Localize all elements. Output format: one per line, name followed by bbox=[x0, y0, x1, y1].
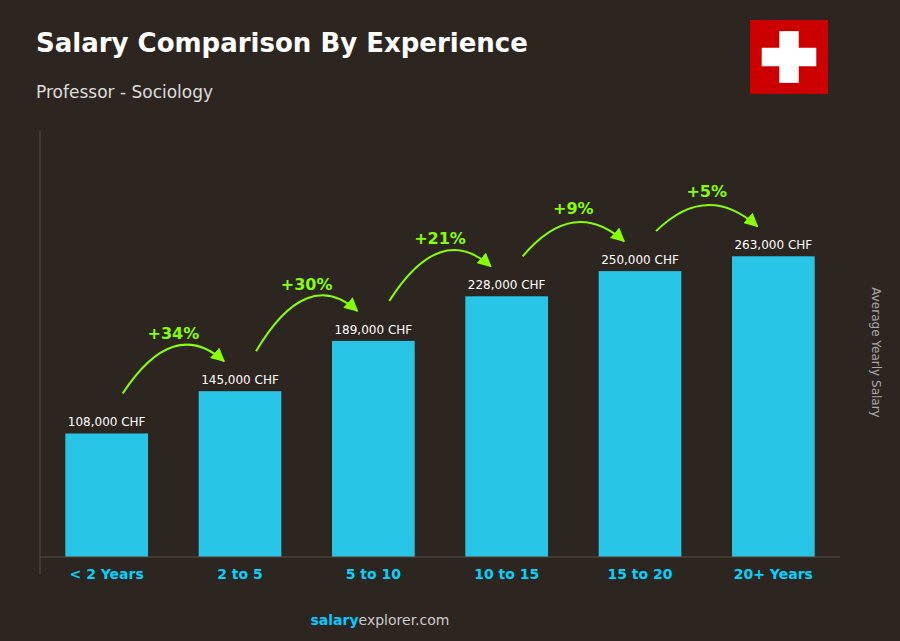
bar bbox=[199, 391, 282, 557]
change-arrow bbox=[523, 222, 624, 256]
flag bbox=[750, 20, 828, 94]
change-arrow bbox=[256, 295, 357, 351]
watermark: salaryexplorer.com bbox=[311, 612, 450, 628]
category-label: 2 to 5 bbox=[217, 566, 263, 582]
value-label: 263,000 CHF bbox=[734, 238, 812, 252]
bar bbox=[465, 296, 548, 557]
value-label: 228,000 CHF bbox=[468, 278, 546, 292]
flag-cross bbox=[762, 48, 817, 67]
bar bbox=[599, 271, 682, 557]
y-axis-label: Average Yearly Salary bbox=[869, 287, 883, 417]
axis-line bbox=[40, 130, 41, 575]
background bbox=[0, 0, 900, 641]
change-arrow bbox=[123, 345, 224, 394]
subtitle: Professor - Sociology bbox=[36, 82, 213, 102]
bar bbox=[732, 256, 815, 557]
watermark-rest: explorer.com bbox=[359, 612, 450, 628]
value-label: 250,000 CHF bbox=[601, 253, 679, 267]
value-label: 189,000 CHF bbox=[334, 323, 412, 337]
category-label: 5 to 10 bbox=[346, 566, 402, 582]
change-label: +21% bbox=[414, 229, 466, 248]
chart: Salary Comparison By Experience Professor… bbox=[0, 0, 900, 641]
change-label: +34% bbox=[147, 324, 199, 343]
change-label: +9% bbox=[553, 199, 594, 218]
bar bbox=[332, 341, 415, 557]
watermark-bold: salary bbox=[311, 612, 359, 628]
bars bbox=[65, 256, 814, 557]
flag-field bbox=[750, 20, 828, 94]
change-label: +5% bbox=[686, 182, 727, 201]
title: Salary Comparison By Experience bbox=[36, 28, 528, 58]
category-label: 20+ Years bbox=[734, 566, 813, 582]
change-label: +30% bbox=[281, 275, 333, 294]
category-label: 15 to 20 bbox=[607, 566, 672, 582]
bar bbox=[65, 433, 148, 556]
baseline bbox=[40, 556, 840, 557]
category-label: 10 to 15 bbox=[474, 566, 539, 582]
value-label: 108,000 CHF bbox=[68, 415, 146, 429]
change-arrow bbox=[656, 205, 757, 231]
value-label: 145,000 CHF bbox=[201, 373, 279, 387]
category-label: < 2 Years bbox=[70, 566, 144, 582]
change-arrow bbox=[389, 250, 490, 301]
